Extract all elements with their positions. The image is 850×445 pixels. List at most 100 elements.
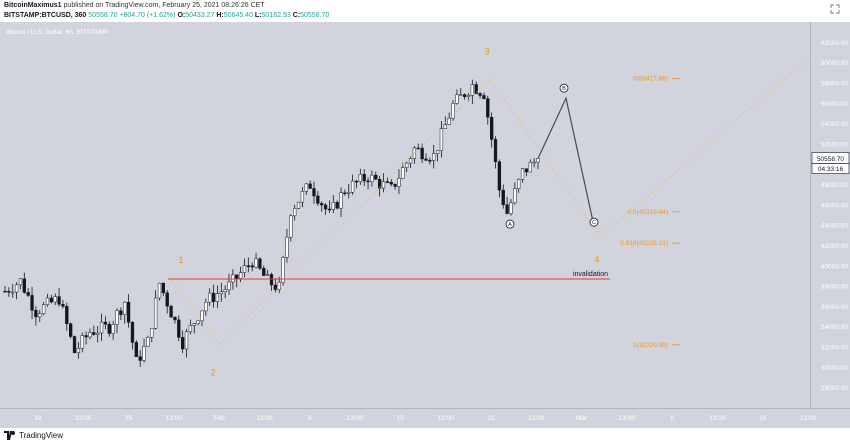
- tradingview-logo-text: TradingView: [19, 431, 64, 440]
- candle-body: [505, 204, 509, 214]
- candle-body: [11, 291, 15, 294]
- candle-body: [308, 183, 312, 189]
- x-tick-label: 13:00: [619, 415, 636, 422]
- projection-path: [537, 96, 595, 227]
- candle-body: [320, 203, 324, 206]
- candle-body: [18, 278, 23, 286]
- expand-icon[interactable]: [830, 4, 840, 14]
- candle-body: [517, 179, 521, 189]
- candle-body: [258, 258, 262, 269]
- candle-body: [447, 117, 451, 125]
- candle-body: [405, 162, 409, 168]
- candle-body: [482, 95, 486, 99]
- countdown-badge: [811, 163, 850, 174]
- y-tick-label: 60000.00: [821, 60, 848, 67]
- candle-body: [265, 274, 270, 276]
- y-tick-label: 40000.00: [821, 263, 848, 270]
- high-label: H:: [216, 12, 224, 19]
- x-tick-label: 22: [487, 415, 495, 422]
- wave-label: 3: [484, 47, 489, 57]
- price-change: +804.70 (+1.62%): [119, 12, 176, 19]
- candle-body: [381, 181, 386, 189]
- candle-body: [38, 313, 42, 318]
- candle-body: [119, 310, 123, 315]
- candle-body: [327, 208, 332, 211]
- candle-body: [459, 94, 463, 96]
- high-value: 50645.40: [223, 12, 253, 19]
- y-tick-label: 48000.00: [821, 182, 848, 189]
- candle-body: [466, 95, 471, 97]
- candle-body: [223, 289, 227, 293]
- y-tick-label: 62000.00: [821, 40, 848, 47]
- candle-body: [277, 282, 281, 290]
- wave-point-circle: [559, 83, 569, 93]
- candle-body: [389, 181, 393, 185]
- candle-body: [451, 103, 455, 119]
- x-tick-label: 13:00: [709, 415, 726, 422]
- candle-body: [474, 84, 478, 94]
- candle-body: [7, 291, 11, 293]
- candle-body: [92, 332, 96, 335]
- candle-body: [219, 291, 223, 294]
- candle-body: [377, 178, 382, 189]
- candle-body: [269, 274, 274, 286]
- candle-body: [493, 139, 498, 163]
- candle-body: [350, 180, 355, 193]
- last-price-label: 50558.70: [817, 156, 844, 163]
- candle-body: [30, 295, 34, 311]
- x-tick-label: 25: [125, 415, 133, 422]
- y-tick-label: 34000.00: [821, 324, 848, 331]
- candle-body: [408, 158, 413, 164]
- candle-body: [215, 293, 220, 302]
- tradingview-logo[interactable]: TradingView: [4, 431, 63, 440]
- candle-body: [188, 325, 193, 333]
- candle-body: [242, 265, 247, 273]
- y-tick-label: 54000.00: [821, 121, 848, 128]
- candles: [3, 79, 540, 367]
- candle-body: [520, 168, 525, 180]
- candle-body: [428, 160, 432, 162]
- candle-body: [235, 274, 239, 279]
- x-tick-label: 13:00: [166, 415, 183, 422]
- candle-body: [53, 296, 57, 303]
- candle-body: [84, 335, 88, 338]
- symbol-label: BITSTAMP:BTCUSD, 360: [4, 12, 87, 19]
- candle-body: [358, 173, 362, 183]
- wave-point-label: B: [562, 86, 566, 92]
- wave-point-circle: [589, 217, 599, 227]
- wave-label: 2: [210, 367, 215, 377]
- author-name[interactable]: BitcoinMaximus1: [4, 2, 62, 9]
- candle-body: [208, 292, 212, 303]
- candle-body: [161, 282, 166, 294]
- price-chart[interactable]: Bitcoin / U.S. Dollar, 6h, BITSTAMP 28000…: [0, 22, 850, 428]
- candle-body: [354, 180, 359, 183]
- wave-label: 1: [178, 255, 183, 265]
- candle-body: [115, 310, 119, 325]
- candle-body: [134, 342, 138, 357]
- quote-line: BITSTAMP:BTCUSD, 360 50558.70 +804.70 (+…: [4, 12, 329, 19]
- candle-body: [347, 191, 351, 194]
- candle-body: [246, 265, 250, 267]
- y-tick-label: 32000.00: [821, 345, 848, 352]
- x-tick-label: 15: [759, 415, 767, 422]
- candle-body: [339, 192, 343, 209]
- candle-body: [486, 98, 490, 118]
- candle-body: [14, 284, 19, 293]
- wave-label: 4: [594, 255, 599, 265]
- low-value: 50162.93: [261, 12, 291, 19]
- x-tick-label: 13:00: [438, 415, 455, 422]
- open-value: 50433.27: [185, 12, 215, 19]
- x-tick-label: Mar: [576, 415, 588, 422]
- last-price: 50558.70: [88, 12, 118, 19]
- candle-body: [181, 337, 185, 350]
- candle-body: [273, 284, 278, 290]
- candle-body: [285, 236, 289, 258]
- candle-body: [470, 84, 474, 96]
- candle-body: [393, 183, 397, 187]
- candle-body: [57, 296, 61, 305]
- candle-body: [374, 174, 378, 180]
- candle-body: [316, 195, 320, 204]
- candle-body: [462, 94, 467, 97]
- candle-body: [397, 177, 401, 187]
- x-tick-label: 15: [397, 415, 405, 422]
